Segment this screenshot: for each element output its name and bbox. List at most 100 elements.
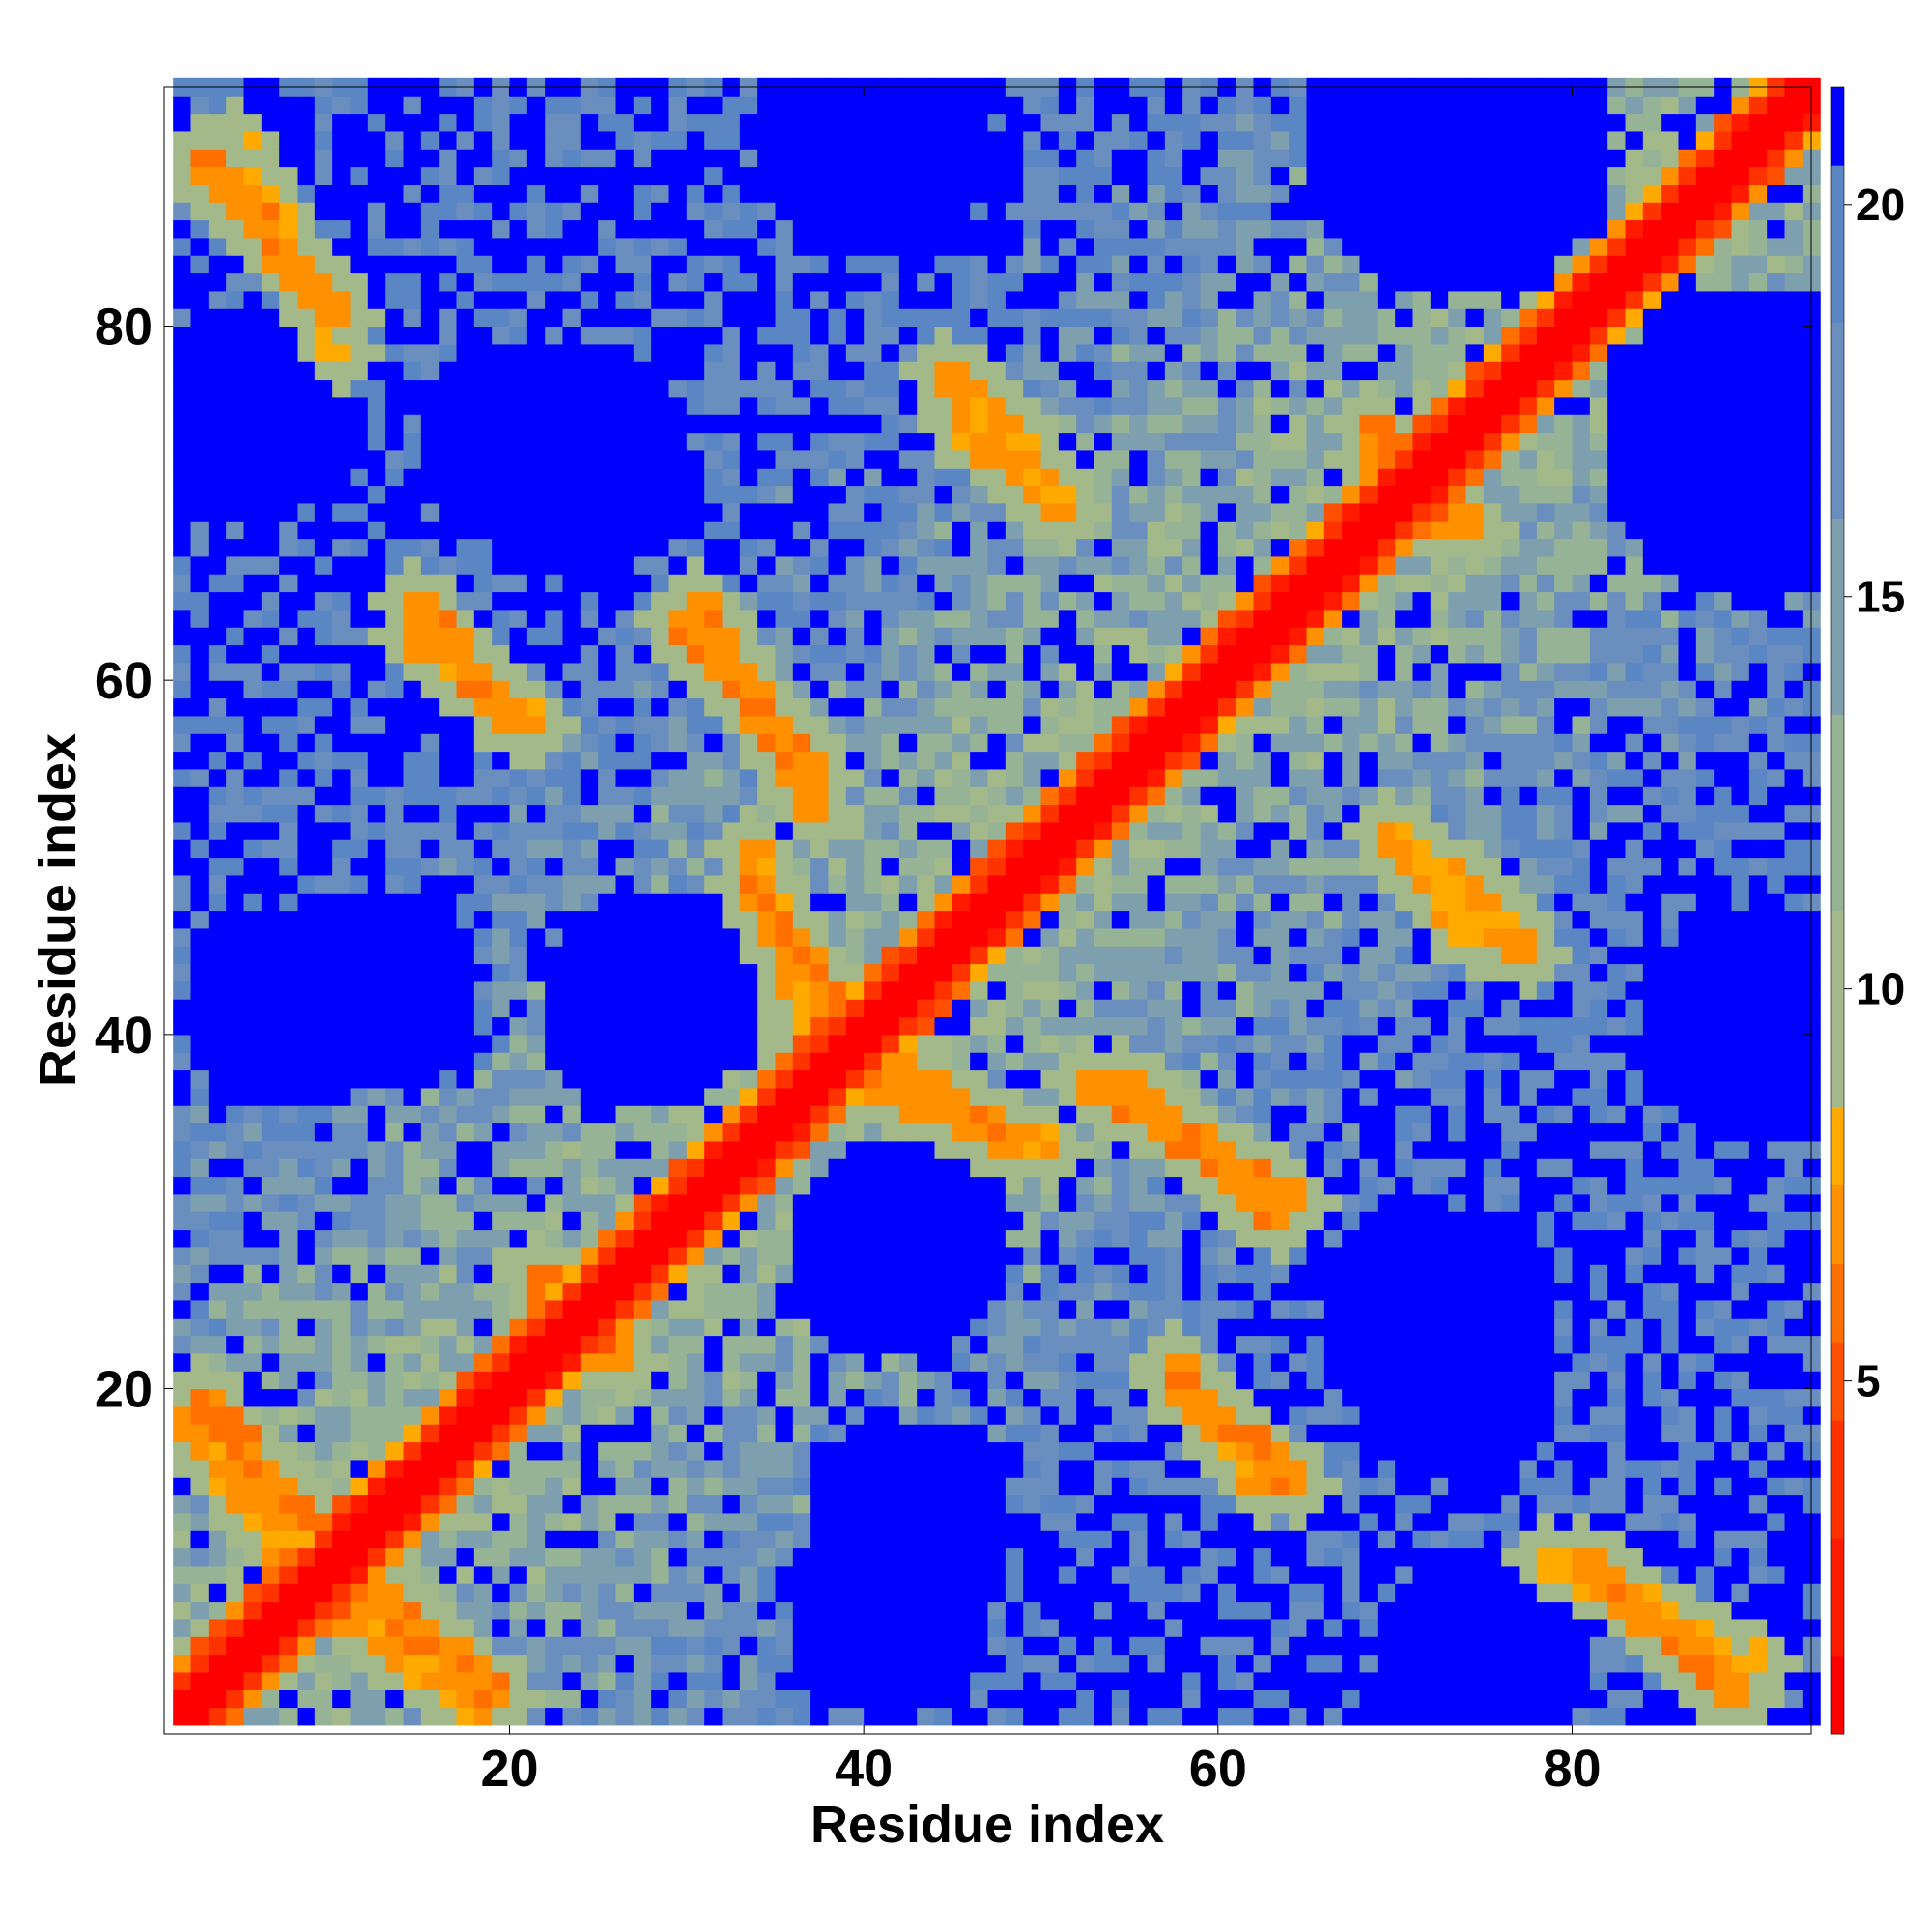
heatmap-cell [615,821,635,840]
heatmap-cell [810,1299,830,1319]
heatmap-cell [297,1016,316,1036]
heatmap-cell [987,166,1007,185]
heatmap-cell [261,1318,280,1337]
heatmap-cell [1023,893,1042,912]
heatmap-cell [970,1618,989,1637]
heatmap-cell [722,1034,741,1053]
heatmap-cell [1040,1494,1060,1514]
heatmap-cell [1094,149,1113,168]
heatmap-cell [775,1583,794,1603]
heatmap-cell [473,1565,493,1584]
heatmap-cell [1005,1087,1024,1106]
heatmap-cell [1040,1282,1060,1301]
heatmap-cell [173,1034,192,1053]
heatmap-cell [456,1052,475,1071]
heatmap-cell [917,1122,936,1142]
heatmap-cell [243,1264,263,1284]
heatmap-cell [810,1583,830,1603]
heatmap-cell [526,999,546,1018]
heatmap-cell [403,343,422,362]
heatmap-cell [473,733,493,753]
heatmap-cell [1023,1052,1042,1071]
heatmap-cell [704,751,724,770]
heatmap-cell [598,1424,617,1443]
heatmap-cell [279,1565,298,1584]
heatmap-cell [473,1618,493,1637]
heatmap-cell [190,697,210,717]
heatmap-cell [439,113,458,132]
heatmap-cell [350,644,369,664]
heatmap-cell [456,272,475,292]
heatmap-cell [297,1388,316,1407]
heatmap-cell [722,555,741,575]
heatmap-cell [297,202,316,221]
heatmap-cell [332,1601,352,1620]
heatmap-cell [492,1601,511,1620]
heatmap-cell [1058,1229,1077,1248]
heatmap-cell [722,857,741,876]
heatmap-cell [739,1282,758,1301]
heatmap-cell [668,927,688,947]
heatmap-cell [279,644,298,664]
heatmap-cell [598,893,617,912]
heatmap-cell [970,1388,989,1407]
heatmap-cell [1058,202,1077,221]
heatmap-cell [775,821,794,840]
heatmap-cell [545,149,564,168]
heatmap-cell [545,1424,564,1443]
heatmap-cell [1005,485,1024,504]
heatmap-cell [526,449,546,469]
heatmap-cell [367,96,386,115]
heatmap-cell [526,1565,546,1584]
heatmap-cell [562,184,582,203]
heatmap-cell [439,1371,458,1390]
heatmap-cell [1076,1087,1095,1106]
heatmap-cell [492,308,511,327]
heatmap-cell [509,414,528,434]
heatmap-cell [492,1016,511,1036]
heatmap-cell [420,733,440,753]
heatmap-cell [898,1282,918,1301]
heatmap-cell [403,1087,422,1106]
heatmap-cell [509,202,528,221]
heatmap-cell [1094,1654,1113,1673]
heatmap-cell [403,662,422,681]
heatmap-cell [473,980,493,1000]
heatmap-cell [970,1530,989,1549]
heatmap-cell [279,1229,298,1248]
heatmap-cell [1076,1246,1095,1265]
heatmap-cell [952,627,971,646]
heatmap-cell [881,308,900,327]
heatmap-cell [385,963,405,982]
heatmap-cell [1076,768,1095,787]
heatmap-cell [810,538,830,557]
heatmap-cell [545,1158,564,1178]
heatmap-cell [1040,396,1060,415]
heatmap-cell [598,1565,617,1584]
heatmap-cell [810,980,830,1000]
heatmap-cell [545,574,564,593]
heatmap-cell [828,272,847,292]
heatmap-cell [722,1654,741,1673]
heatmap-cell [845,804,865,823]
heatmap-cell [456,910,475,929]
heatmap-cell [190,733,210,753]
heatmap-cell [598,1282,617,1301]
heatmap-cell [439,237,458,256]
heatmap-cell [987,1352,1007,1372]
heatmap-cell [934,1016,953,1036]
heatmap-cell [615,1512,635,1531]
heatmap-cell [917,609,936,628]
heatmap-cell [757,1477,777,1496]
heatmap-cell [881,96,900,115]
heatmap-cell [261,396,280,415]
heatmap-cell [350,1671,369,1690]
heatmap-cell [633,857,652,876]
heatmap-cell [473,574,493,593]
heatmap-cell [526,1636,546,1656]
heatmap-cell [917,1548,936,1567]
heatmap-cell [1094,751,1113,770]
heatmap-cell [898,733,918,753]
heatmap-cell [297,237,316,256]
heatmap-cell [686,272,705,292]
